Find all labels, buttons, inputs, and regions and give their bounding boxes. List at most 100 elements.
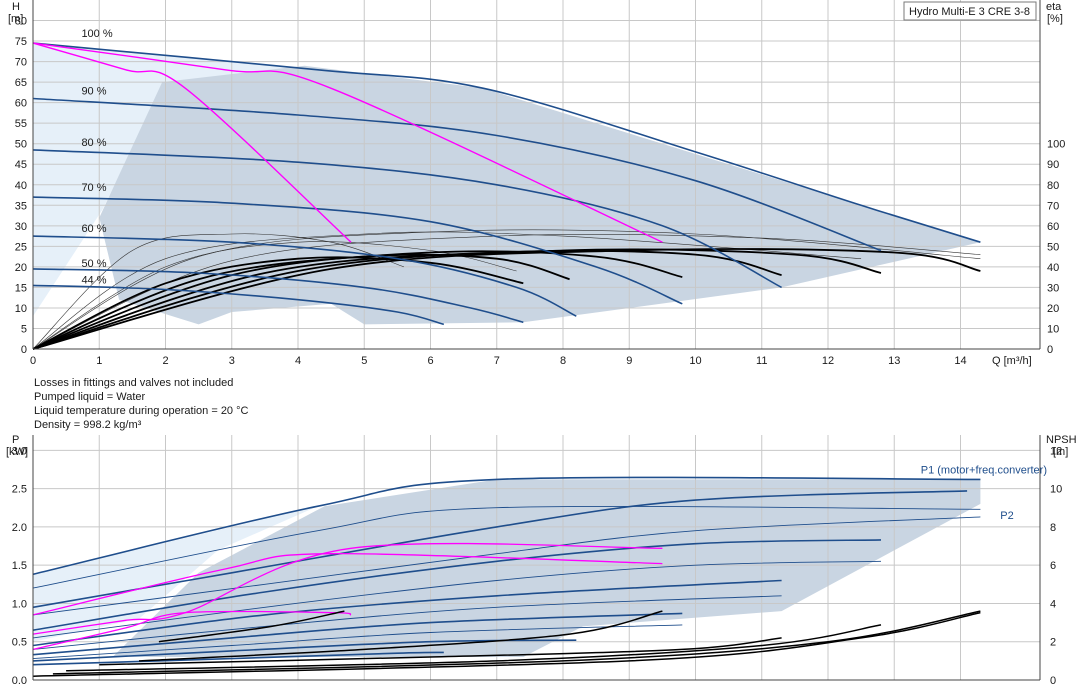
speed-label: 50 % xyxy=(81,258,106,270)
head-x-label: Q [m³/h] xyxy=(992,355,1032,367)
eta-tick-label: 40 xyxy=(1047,262,1059,274)
head-ytick-label: 15 xyxy=(15,282,27,294)
power-ytick-label: 2.5 xyxy=(12,484,27,496)
npsh-tick-label: 12 xyxy=(1050,445,1062,457)
head-ytick-label: 0 xyxy=(21,344,27,356)
speed-label: 60 % xyxy=(81,223,106,235)
npsh-curve-3 xyxy=(66,624,882,672)
head-ticks-x: 0 1 2 3 4 5 6 7 8 9 10 11 12 13 14 xyxy=(30,355,967,367)
head-xtick-label: 8 xyxy=(560,355,566,367)
head-xtick-label: 9 xyxy=(626,355,632,367)
eta-tick-label: 10 xyxy=(1047,323,1059,335)
eta-tick-label: 30 xyxy=(1047,282,1059,294)
product-label-box xyxy=(903,1,1037,21)
eta-tick-label: 50 xyxy=(1047,241,1059,253)
head-ytick-label: 50 xyxy=(15,139,27,151)
p1-curve-2 xyxy=(32,539,882,631)
speed-label: 90 % xyxy=(81,85,106,97)
head-xtick-label: 0 xyxy=(30,355,36,367)
npsh-tick-label: 2 xyxy=(1050,637,1056,649)
power-envelope-light-shape xyxy=(33,506,318,642)
npsh-tick-label: 0 xyxy=(1050,675,1056,687)
eta-curve-2 xyxy=(32,250,683,350)
notes: Losses in fittings and valves not includ… xyxy=(34,377,249,431)
power-ytick-label: 2.0 xyxy=(12,522,27,534)
head-xtick-label: 13 xyxy=(888,355,900,367)
p1-curve-3 xyxy=(32,579,782,647)
npsh-curve-1 xyxy=(138,610,663,662)
head-ytick-label: 60 xyxy=(15,98,27,110)
head-y-label: H xyxy=(12,1,20,13)
power-series-labels: P1 (motor+freq.converter) P2 xyxy=(921,464,1047,522)
head-ytick-label: 45 xyxy=(15,159,27,171)
note-density: Density = 998.2 kg/m³ xyxy=(34,419,142,431)
power-ticks-left: 0.0 0.5 1.0 1.5 2.0 2.5 3.0 xyxy=(12,445,27,687)
eta-tick-label: 70 xyxy=(1047,200,1059,212)
npsh-curve-2 xyxy=(99,637,782,666)
head-ytick-label: 5 xyxy=(21,323,27,335)
npsh-tick-label: 8 xyxy=(1050,522,1056,534)
eta-tick-label: 100 xyxy=(1047,139,1065,151)
eta-tick-label: 80 xyxy=(1047,180,1059,192)
head-xtick-label: 14 xyxy=(954,355,966,367)
p2-curve-4 xyxy=(32,624,683,660)
power-system-curve-0 xyxy=(32,542,663,635)
head-ytick-label: 20 xyxy=(15,262,27,274)
p2-curve-2 xyxy=(32,560,882,639)
eta-tick-label: 60 xyxy=(1047,221,1059,233)
p2-curve-0 xyxy=(32,505,981,589)
power-ticks-right: 0 2 4 6 8 10 12 xyxy=(1050,445,1062,687)
power-series-label: P1 (motor+freq.converter) xyxy=(921,464,1047,476)
head-ytick-label: 65 xyxy=(15,77,27,89)
power-ytick-label: 3.0 xyxy=(12,445,27,457)
power-ytick-label: 0.0 xyxy=(12,675,27,687)
head-xtick-label: 10 xyxy=(689,355,701,367)
head-ticks-right: 0 10 20 30 40 50 60 70 80 90 100 xyxy=(1047,139,1065,356)
p1-curve-0 xyxy=(32,476,981,576)
qh-curve-1 xyxy=(32,97,882,252)
note-losses: Losses in fittings and valves not includ… xyxy=(34,377,233,389)
head-ticks-left: 0 5 10 15 20 25 30 35 40 45 50 55 60 65 70 75 80 xyxy=(15,16,27,356)
head-ytick-label: 55 xyxy=(15,118,27,130)
head-xtick-label: 1 xyxy=(96,355,102,367)
head-system-curves xyxy=(32,42,663,243)
system-curve-0 xyxy=(32,42,352,243)
p1-curves xyxy=(32,476,981,666)
eta-tick-label: 20 xyxy=(1047,303,1059,315)
p1-curve-6 xyxy=(32,651,444,666)
eta-iso-curve-3 xyxy=(32,233,405,350)
npsh-curve-4 xyxy=(52,610,981,675)
head-eta-curves xyxy=(32,248,981,350)
p2-curve-1 xyxy=(32,516,981,616)
power-system-curve-1 xyxy=(32,552,663,616)
p2-curves xyxy=(32,505,981,660)
p2-curve-3 xyxy=(32,595,782,650)
qh-curve-6 xyxy=(32,284,445,326)
head-xtick-label: 12 xyxy=(822,355,834,367)
npsh-tick-label: 4 xyxy=(1050,598,1056,610)
power-envelope-light xyxy=(33,506,318,642)
head-xtick-label: 4 xyxy=(295,355,301,367)
head-envelope-light xyxy=(33,43,318,317)
note-pumped-liquid: Pumped liquid = Water xyxy=(34,391,146,403)
npsh-tick-label: 10 xyxy=(1050,484,1062,496)
head-xtick-label: 6 xyxy=(427,355,433,367)
power-grid xyxy=(32,435,1040,681)
eta-tick-label: 0 xyxy=(1047,344,1053,356)
head-xtick-label: 7 xyxy=(494,355,500,367)
head-envelope-light-shape xyxy=(33,43,318,317)
head-right-unit: [%] xyxy=(1047,13,1063,25)
qh-curve-2 xyxy=(32,149,782,289)
eta-iso-curve-1 xyxy=(32,229,981,350)
head-xtick-label: 11 xyxy=(756,355,767,367)
head-xtick-label: 3 xyxy=(229,355,235,367)
head-speed-labels: 100 % 90 % 80 % 70 % 60 % 50 % 44 % xyxy=(81,28,112,286)
speed-label: 44 % xyxy=(81,274,106,286)
qh-curve-3 xyxy=(32,196,683,305)
product-label: Hydro Multi-E 3 CRE 3-8 xyxy=(909,6,1030,18)
power-ytick-label: 0.5 xyxy=(12,637,27,649)
head-ytick-label: 80 xyxy=(15,16,27,28)
head-ytick-label: 70 xyxy=(15,57,27,69)
power-right-label: NPSH xyxy=(1046,434,1077,446)
